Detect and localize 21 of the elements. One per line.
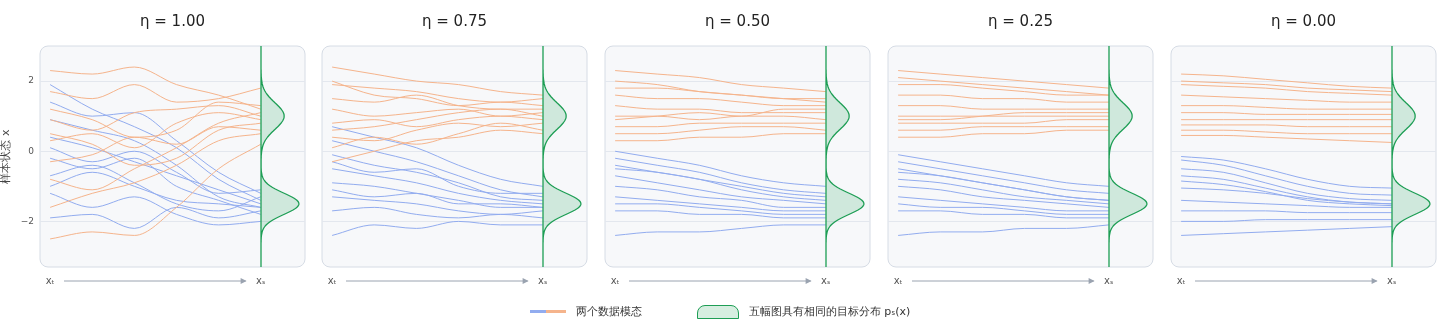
chart-title: η = 0.25 [987, 12, 1054, 30]
x-tick-label: xₛ [537, 274, 548, 286]
x-tick-label: xₛ [1386, 274, 1397, 286]
x-tick-label: xₜ [45, 274, 55, 286]
chart-title: η = 0.75 [421, 12, 488, 30]
y-tick-label: 2 [28, 75, 34, 86]
x-tick-label: xₛ [1103, 274, 1114, 286]
x-tick-label: xₛ [255, 274, 266, 286]
x-tick-label: xₜ [610, 274, 620, 286]
chart-title: η = 1.00 [139, 12, 206, 30]
y-tick-label: 0 [28, 145, 35, 156]
x-tick-label: xₛ [820, 274, 831, 286]
text: 五幅图具有相同的目标分布 pₛ(x) [748, 304, 911, 319]
chart-title: η = 0.00 [1270, 12, 1337, 30]
x-tick-label: xₜ [893, 274, 903, 286]
y-tick-label: −2 [20, 215, 34, 226]
chart-title: η = 0.50 [704, 12, 771, 30]
x-tick-label: xₜ [1176, 274, 1186, 286]
y-axis-title: 样本状态 x [0, 129, 13, 184]
x-tick-label: xₜ [327, 274, 337, 286]
legend-label: 两个数据模态 [575, 304, 642, 319]
